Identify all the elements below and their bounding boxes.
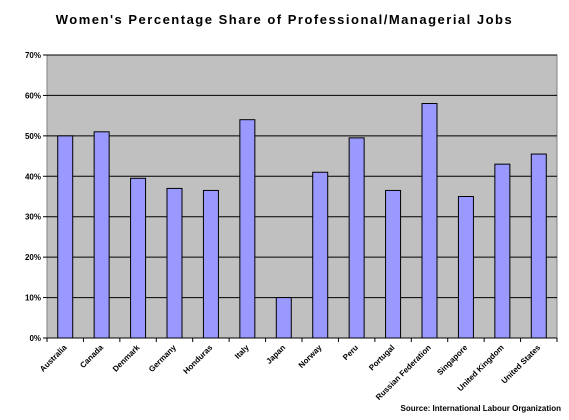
- x-tick-label: Portugal: [367, 343, 396, 372]
- x-tick-label: Japan: [264, 343, 287, 366]
- bar: [457, 196, 474, 339]
- x-tick-label: Italy: [233, 343, 251, 361]
- y-tick-label: 60%: [25, 91, 41, 100]
- bar: [275, 297, 292, 339]
- x-axis-ticks: Australia Canada Denmark Germany Honduras Ita…: [38, 337, 558, 402]
- y-tick-label: 50%: [25, 132, 41, 141]
- y-axis-ticks: 0% 10% 20% 30% 40% 50% 60% 70%: [25, 51, 47, 343]
- bar: [421, 103, 438, 339]
- y-tick-label: 0%: [29, 334, 41, 343]
- x-tick-label: Norway: [297, 343, 324, 370]
- bar: [348, 137, 365, 339]
- bar: [93, 131, 110, 339]
- bar: [494, 163, 511, 339]
- bar: [239, 119, 256, 339]
- source-note: Source: International Labour Organizatio…: [400, 404, 561, 413]
- x-tick-label: Honduras: [182, 343, 215, 376]
- bar: [202, 189, 219, 339]
- x-tick-label: Australia: [38, 343, 69, 374]
- y-tick-label: 20%: [25, 253, 41, 262]
- bar: [385, 189, 402, 339]
- plot-background: [46, 54, 558, 339]
- x-tick-label: Singapore: [435, 343, 469, 377]
- y-tick-label: 70%: [25, 51, 41, 60]
- x-tick-label: United States: [500, 343, 543, 386]
- chart-title: Women's Percentage Share of Professional…: [55, 12, 514, 27]
- bar: [130, 177, 147, 339]
- bar: [57, 135, 74, 339]
- x-tick-label: Canada: [78, 343, 105, 370]
- y-tick-label: 30%: [25, 213, 41, 222]
- bar: [530, 153, 547, 339]
- x-tick-label: Denmark: [111, 343, 142, 374]
- y-tick-label: 10%: [25, 294, 41, 303]
- x-tick-label: Germany: [147, 343, 178, 374]
- bar: [166, 187, 183, 339]
- y-tick-label: 40%: [25, 172, 41, 181]
- x-tick-label: Peru: [341, 343, 360, 362]
- plot-area: [46, 54, 558, 339]
- bar: [312, 171, 329, 339]
